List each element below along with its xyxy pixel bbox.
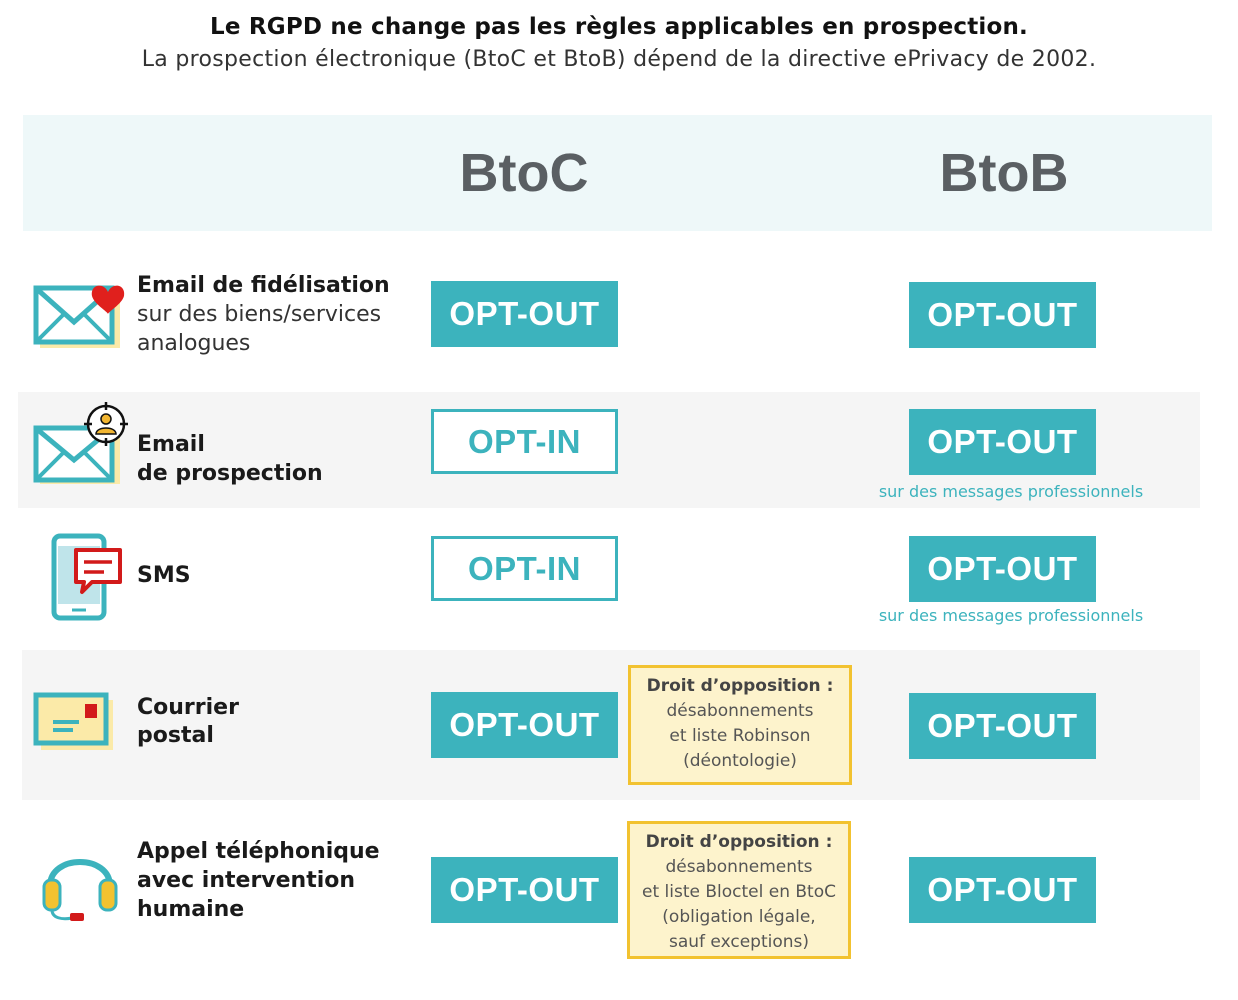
page-title: Le RGPD ne change pas les règles applica… [210, 14, 1028, 40]
badge-btoc-opt-out: OPT-OUT [431, 857, 618, 923]
badge-btob-opt-out: OPT-OUT [909, 693, 1096, 759]
badge-btoc-opt-out: OPT-OUT [431, 281, 618, 347]
opposition-line: et liste Bloctel en BtoC [642, 882, 836, 902]
email-heart-icon [32, 278, 132, 354]
column-header-btoc: BtoC [459, 143, 589, 203]
btob-note: sur des messages professionnels [878, 606, 1144, 625]
email-target-icon [32, 402, 132, 490]
opposition-line: et liste Robinson [669, 726, 811, 746]
badge-btob-opt-out: OPT-OUT [909, 857, 1096, 923]
headset-icon [40, 840, 120, 930]
row-sublabel-2: analogues [137, 331, 251, 356]
opposition-line: désabonnements [665, 857, 813, 877]
row-label-humaine: humaine [137, 897, 245, 922]
row-label-appel: Appel téléphonique [137, 839, 380, 864]
badge-btoc-opt-in: OPT-IN [431, 536, 618, 601]
page-subtitle: La prospection électronique (BtoC et Bto… [141, 47, 1097, 72]
badge-btoc-opt-out: OPT-OUT [431, 692, 618, 758]
badge-btob-opt-out: OPT-OUT [909, 282, 1096, 348]
opposition-note-box: Droit d’opposition : désabonnements et l… [627, 821, 851, 959]
row-label-courrier: Courrier [137, 695, 239, 720]
opposition-line: (obligation légale, [662, 907, 816, 927]
opposition-line: sauf exceptions) [668, 932, 809, 952]
row-label-postal: postal [137, 723, 214, 748]
btob-note: sur des messages professionnels [878, 482, 1144, 501]
opposition-line: (déontologie) [683, 751, 797, 771]
badge-btob-opt-out: OPT-OUT [909, 536, 1096, 602]
row-sublabel-1: sur des biens/services [137, 302, 382, 327]
opposition-line: désabonnements [666, 701, 814, 721]
row-label-sms: SMS [137, 563, 191, 588]
badge-btoc-opt-in: OPT-IN [431, 409, 618, 474]
smartphone-message-icon [48, 532, 124, 626]
opposition-heading: Droit d’opposition : [645, 832, 833, 852]
column-header-btob: BtoB [939, 143, 1069, 203]
badge-btob-opt-out: OPT-OUT [909, 409, 1096, 475]
row-label-email: Email [137, 432, 205, 457]
column-header-band [23, 115, 1212, 231]
opposition-note-box: Droit d’opposition : désabonnements et l… [628, 665, 852, 785]
row-label-prospection: de prospection [137, 461, 323, 486]
letter-icon [33, 692, 115, 756]
row-label-email-fidelisation: Email de fidélisation [137, 273, 390, 298]
row-label-intervention: avec intervention [137, 868, 356, 893]
opposition-heading: Droit d’opposition : [646, 676, 834, 696]
